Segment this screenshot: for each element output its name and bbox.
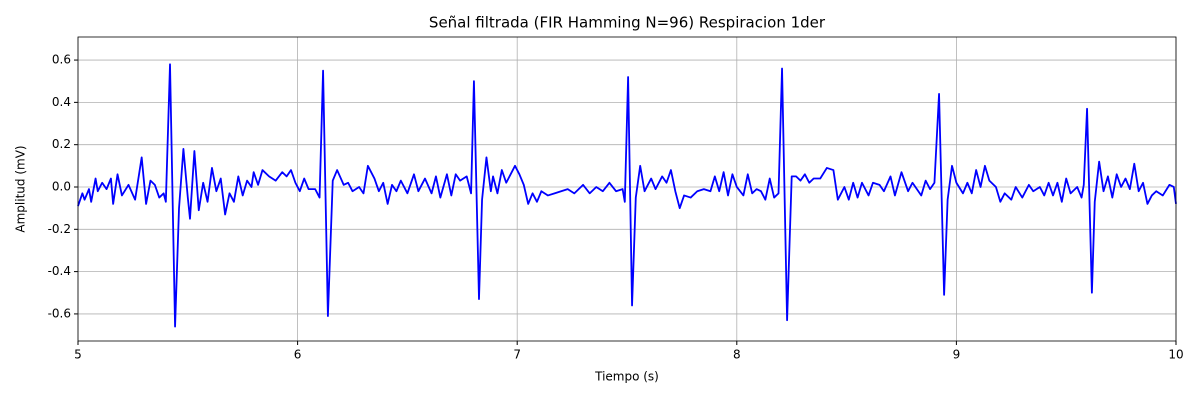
chart-title: Señal filtrada (FIR Hamming N=96) Respir… xyxy=(429,14,826,32)
x-tick-label: 6 xyxy=(294,348,302,362)
y-tick-label: -0.4 xyxy=(48,264,71,278)
y-axis-label: Amplitud (mV) xyxy=(14,145,28,232)
x-tick-label: 5 xyxy=(74,348,82,362)
y-tick-label: -0.6 xyxy=(48,306,71,320)
x-tick-label: 9 xyxy=(953,348,961,362)
signal-line xyxy=(77,63,1177,328)
y-tick-label: 0.2 xyxy=(52,137,71,151)
x-axis-label: Tiempo (s) xyxy=(594,370,659,384)
x-tick-label: 7 xyxy=(513,348,521,362)
plot-frame xyxy=(77,36,1177,342)
y-tick-label: 0.0 xyxy=(52,179,71,193)
y-tick-label: 0.4 xyxy=(52,95,71,109)
x-tick-label: 8 xyxy=(733,348,741,362)
x-tick-label: 10 xyxy=(1168,348,1183,362)
y-tick-label: 0.6 xyxy=(52,53,71,67)
y-tick-label: -0.2 xyxy=(48,222,71,236)
